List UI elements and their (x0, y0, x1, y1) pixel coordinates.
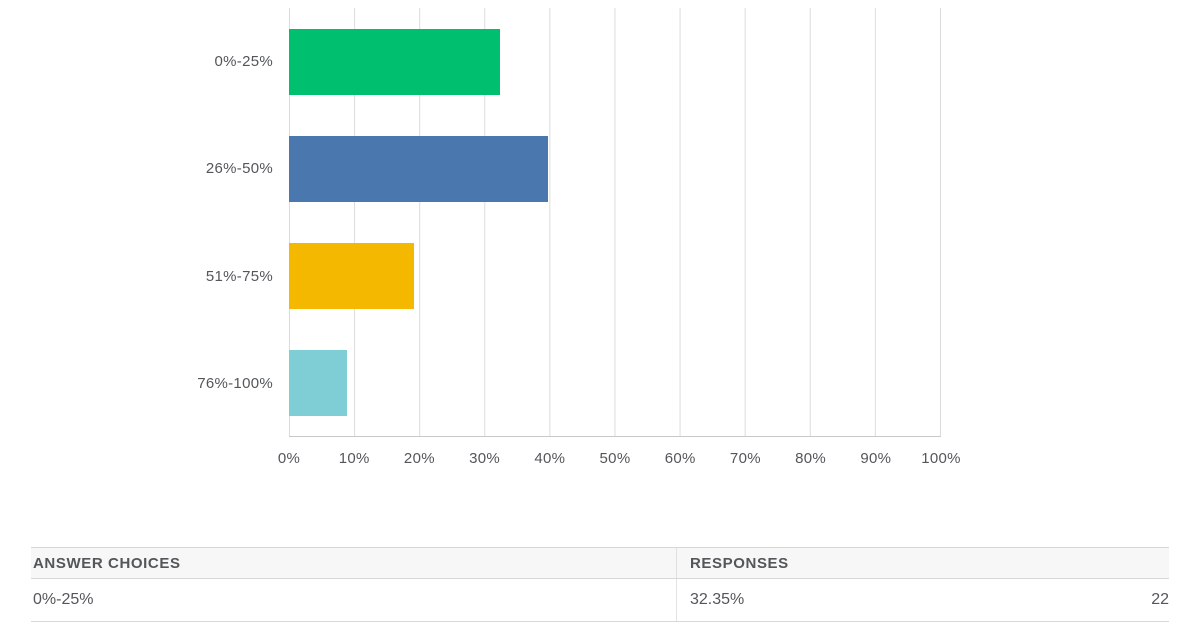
x-tick-label: 100% (921, 450, 961, 467)
x-tick-label: 0% (277, 450, 301, 467)
category-label: 26%-50% (205, 160, 273, 178)
table-body: 0%-25% 32.35% 22 (31, 579, 1169, 622)
answer-choice-cell: 0%-25% (33, 591, 94, 608)
response-percent-cell: 32.35% (676, 579, 1089, 621)
x-tick-label: 70% (729, 450, 761, 467)
header-answer-choices: ANSWER CHOICES (33, 554, 181, 572)
header-responses: RESPONSES (676, 548, 1089, 578)
bar-76pct-100pct (289, 350, 347, 417)
bar-0pct-25pct (289, 28, 500, 95)
bar-track (289, 135, 941, 202)
bar-track (289, 28, 941, 95)
category-label: 76%-100% (197, 374, 273, 392)
chart-row: 0%-25% (0, 8, 941, 115)
bar-track (289, 243, 941, 310)
x-axis-tick-labels: 0% 10% 20% 30% 40% 50% 60% 70% 80% 90% 100% (278, 450, 961, 470)
chart-rows: 0%-25% 26%-50% 51%-75% 76%-100% (0, 8, 941, 437)
results-table: ANSWER CHOICES RESPONSES 0%-25% 32.35% 22 (0, 547, 1200, 622)
category-label: 0%-25% (214, 53, 273, 71)
x-tick-label: 90% (860, 450, 892, 467)
chart-row: 51%-75% (0, 223, 941, 330)
x-tick-label: 60% (664, 450, 696, 467)
bar-26pct-50pct (289, 135, 548, 202)
table-row: 0%-25% 32.35% 22 (31, 579, 1169, 622)
x-tick-label: 20% (403, 450, 435, 467)
x-tick-label: 30% (469, 450, 501, 467)
x-tick-label: 40% (534, 450, 566, 467)
x-tick-label: 80% (795, 450, 827, 467)
chart-plot-area: 0%-25% 26%-50% 51%-75% 76%-100% (0, 8, 1200, 437)
chart-row: 26%-50% (0, 115, 941, 222)
table-header-row: ANSWER CHOICES RESPONSES (31, 547, 1169, 579)
bar-track (289, 350, 941, 417)
response-count-cell: 22 (1151, 591, 1169, 608)
x-tick-label: 10% (338, 450, 370, 467)
chart-row: 76%-100% (0, 330, 941, 437)
x-tick-label: 50% (599, 450, 631, 467)
survey-bar-chart: 0%-25% 26%-50% 51%-75% 76%-100% 0% 10% 20% 30%… (0, 8, 1200, 470)
bar-51pct-75pct (289, 243, 414, 310)
category-label: 51%-75% (205, 267, 273, 285)
